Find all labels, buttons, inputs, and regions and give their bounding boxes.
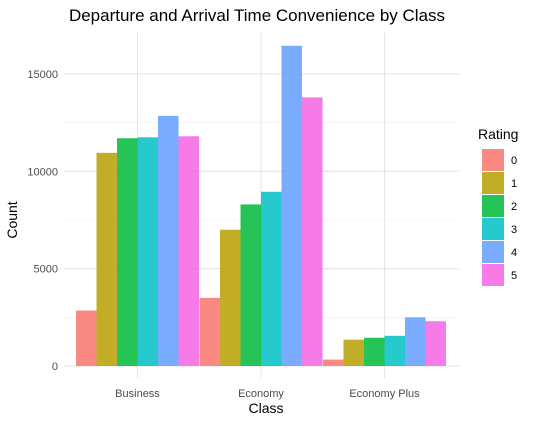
legend-label-3: 3: [511, 224, 517, 236]
bar-economy-plus-rating-2: [364, 337, 385, 366]
bar-economy-plus-rating-5: [425, 321, 446, 366]
legend-swatch-2: [482, 195, 504, 217]
bar-economy-rating-3: [261, 191, 282, 366]
legend-swatch-4: [482, 241, 504, 263]
legend: Rating 0 1 2 3 4 5: [478, 126, 518, 286]
y-tick-label: 10000: [27, 166, 58, 178]
y-axis-ticks: 0 5000 10000 15000: [27, 69, 58, 373]
bar-business-rating-3: [137, 137, 158, 366]
x-axis-title: Class: [248, 400, 283, 416]
chart-title: Departure and Arrival Time Convenience b…: [69, 6, 445, 25]
x-tick-label: Business: [115, 388, 160, 400]
bar-economy-rating-0: [199, 297, 220, 366]
legend-label-4: 4: [511, 247, 517, 259]
bar-economy-rating-5: [302, 97, 323, 367]
y-axis-title: Count: [4, 201, 20, 238]
legend-title: Rating: [478, 126, 518, 142]
x-tick-label: Economy: [238, 388, 284, 400]
bar-economy-plus-rating-0: [323, 359, 344, 366]
bar-economy-rating-1: [220, 229, 241, 366]
bar-business-rating-0: [76, 310, 97, 366]
x-tick-label: Economy Plus: [349, 388, 420, 400]
legend-swatch-1: [482, 172, 504, 194]
legend-label-2: 2: [511, 201, 517, 213]
legend-label-5: 5: [511, 270, 517, 282]
bar-economy-rating-4: [281, 45, 302, 366]
bars: [76, 45, 446, 367]
y-tick-label: 15000: [27, 69, 58, 81]
legend-label-1: 1: [511, 178, 517, 190]
bar-business-rating-4: [158, 115, 179, 366]
legend-label-0: 0: [511, 155, 517, 167]
bar-economy-plus-rating-3: [384, 335, 405, 366]
bar-business-rating-1: [96, 152, 117, 366]
bar-economy-plus-rating-4: [405, 317, 426, 366]
legend-swatch-5: [482, 264, 504, 286]
legend-swatch-0: [482, 149, 504, 171]
bar-business-rating-5: [178, 136, 199, 366]
legend-swatch-3: [482, 218, 504, 240]
y-tick-label: 5000: [34, 264, 58, 276]
y-tick-label: 0: [52, 361, 58, 373]
bar-business-rating-2: [117, 138, 138, 366]
bar-economy-plus-rating-1: [343, 339, 364, 366]
bar-economy-rating-2: [240, 204, 261, 366]
x-axis-ticks: Business Economy Economy Plus: [115, 388, 420, 400]
